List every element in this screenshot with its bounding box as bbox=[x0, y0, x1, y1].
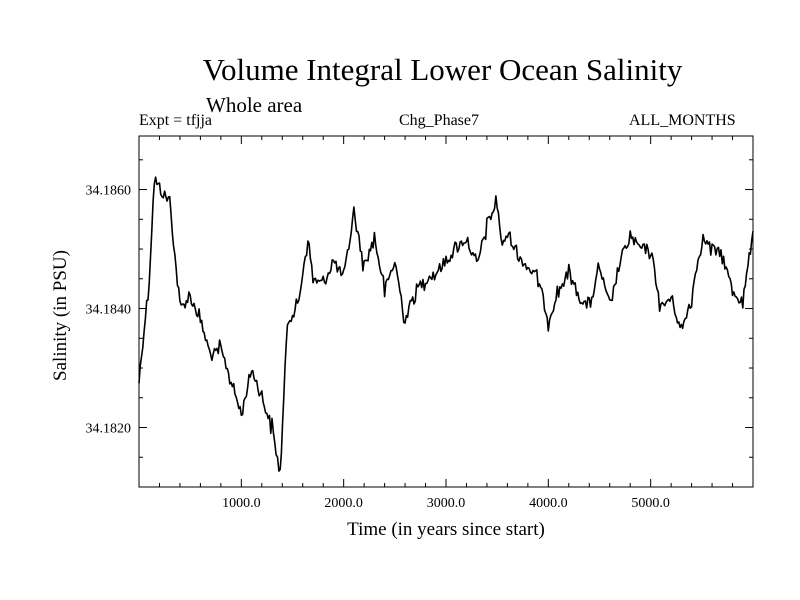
x-tick-label: 5000.0 bbox=[631, 496, 670, 511]
y-tick-label: 34.1840 bbox=[86, 303, 132, 318]
salinity-series-line bbox=[138, 176, 754, 472]
phase-label: Chg_Phase7 bbox=[399, 112, 479, 129]
experiment-label: Expt = tfjja bbox=[139, 112, 213, 129]
x-tick-label: 4000.0 bbox=[529, 496, 568, 511]
x-tick-label: 3000.0 bbox=[427, 496, 466, 511]
chart-subtitle: Whole area bbox=[206, 93, 303, 117]
months-label: ALL_MONTHS bbox=[629, 112, 736, 129]
chart-title: Volume Integral Lower Ocean Salinity bbox=[202, 52, 683, 87]
series-group bbox=[138, 176, 754, 472]
y-tick-label: 34.1860 bbox=[86, 184, 132, 199]
plot-frame bbox=[138, 135, 754, 488]
x-tick-label: 1000.0 bbox=[222, 496, 261, 511]
x-tick-label: 2000.0 bbox=[324, 496, 363, 511]
y-axis-label: Salinity (in PSU) bbox=[50, 250, 71, 381]
x-axis-label: Time (in years since start) bbox=[347, 519, 545, 540]
y-tick-label: 34.1820 bbox=[86, 422, 132, 437]
axes-group: 1000.0 2000.0 3000.0 4000.0 5000.0 34.1820 34.… bbox=[86, 136, 753, 511]
